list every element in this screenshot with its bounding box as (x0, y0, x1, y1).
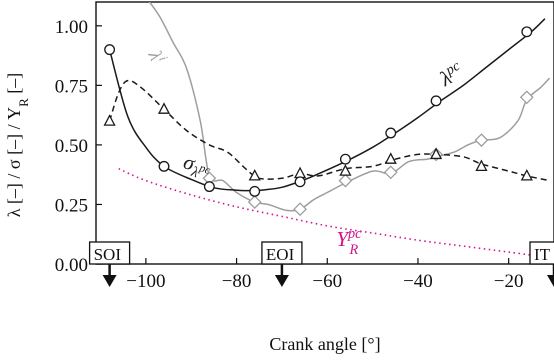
x-tick-label: −20 (494, 271, 524, 292)
sigma-lambda-pc-marker (248, 168, 261, 181)
event-eoi: EOI (261, 241, 303, 287)
lambda-i-marker (383, 165, 398, 180)
event-label: EOI (266, 245, 295, 264)
data-series (108, 2, 551, 258)
lambda-pc-marker (430, 95, 442, 107)
sigma-lambda-pc-marker (339, 164, 352, 176)
yield-pc-label: Ypc R (336, 226, 362, 258)
x-tick-label: −60 (312, 271, 342, 292)
x-tick-label: −80 (222, 271, 252, 292)
plot-frame (95, 1, 554, 265)
lambda-i-marker (519, 90, 534, 105)
x-axis-title: Crank angle [°] (269, 334, 380, 354)
sigma-lambda-pc-marker (430, 147, 443, 160)
lambda-i-marker (338, 173, 353, 188)
sigma-lambda-pc-label: σλpc (179, 149, 214, 184)
sigma-lambda-pc-marker (157, 102, 171, 114)
lambda-i-line (148, 2, 551, 212)
event-arrow-head (547, 275, 554, 287)
event-it: IT (529, 241, 554, 287)
event-label: SOI (94, 245, 122, 264)
sigma-lambda-pc-marker (520, 168, 533, 181)
event-arrow-head (274, 275, 289, 287)
data-markers (103, 26, 534, 217)
sigma-lambda-pc-marker (384, 152, 397, 164)
x-tick-label: −40 (403, 271, 433, 292)
axis-ticks: −100 −80 −60 −40 −20 0.00 0.25 0.50 0.75 1.00 (55, 17, 524, 292)
sigma-lambda-pc-marker (293, 166, 307, 179)
sigma-lambda-pc-marker (103, 114, 116, 126)
y-tick-label: 0.50 (55, 136, 88, 157)
x-tick-label: −100 (126, 271, 165, 292)
y-axis-title: λ [–] / σ [–] / YR [–] (4, 73, 31, 218)
y-tick-label: 0.25 (55, 195, 88, 216)
lambda-pc-marker (249, 185, 261, 197)
event-markers: SOI EOI IT (88, 241, 554, 287)
y-tick-label: 0.00 (55, 255, 88, 276)
lambda-i-marker (247, 195, 262, 209)
y-tick-label: 1.00 (55, 17, 88, 38)
y-tick-label: 0.75 (55, 76, 88, 97)
lambda-pc-marker (158, 160, 170, 172)
lambda-pc-marker (294, 176, 306, 188)
event-label: IT (534, 245, 551, 264)
lambda-pc-marker (385, 127, 397, 139)
lambda-pc-marker (339, 153, 351, 165)
event-box (529, 241, 554, 265)
lambda-i-label: λi (143, 45, 171, 68)
yield-pc-line (118, 167, 546, 258)
sigma-lambda-pc-marker (475, 159, 488, 171)
lambda-pc-marker (521, 26, 533, 38)
lambda-pc-marker (203, 181, 215, 193)
event-arrow-head (102, 275, 117, 287)
lambda-i-marker (474, 133, 489, 148)
event-soi: SOI (88, 241, 131, 287)
lambda-pc-marker (104, 44, 116, 56)
lambda-i-marker (293, 202, 307, 217)
